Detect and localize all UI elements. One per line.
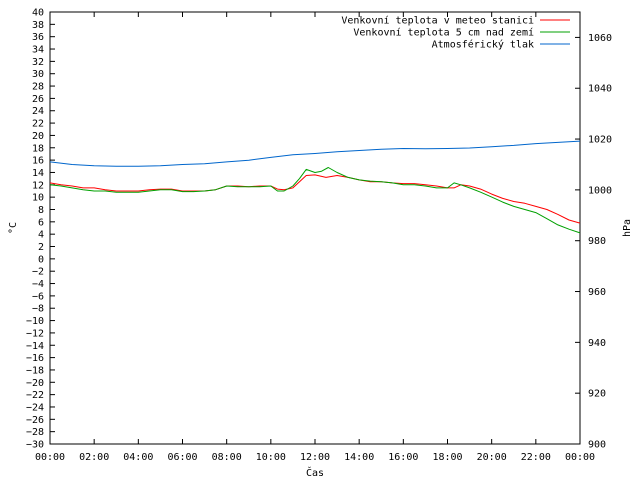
series-line-1: [49, 174, 581, 224]
y-tick-label: 26: [32, 94, 44, 105]
y-tick-label: 14: [32, 168, 44, 179]
y2-tick-label: 900: [588, 440, 606, 451]
y-tick-label: −6: [32, 291, 44, 302]
y-tick-label: −24: [26, 402, 44, 413]
x-tick-label: 16:00: [388, 452, 418, 463]
y-axis-title: °C: [8, 222, 19, 234]
x-tick-label: 14:00: [344, 452, 374, 463]
x-tick-label: 04:00: [123, 452, 153, 463]
y2-tick-label: 1060: [588, 33, 612, 44]
y-tick-label: −18: [26, 365, 44, 376]
legend-label: Venkovní teplota v meteo stanici: [341, 15, 534, 27]
x-tick-label: 08:00: [212, 452, 242, 463]
x-tick-label: 18:00: [432, 452, 462, 463]
y-tick-label: −4: [32, 279, 44, 290]
y-tick-label: −12: [26, 328, 44, 339]
y2-tick-label: 1040: [588, 84, 612, 95]
y-tick-label: 20: [32, 131, 44, 142]
x-tick-label: 00:00: [565, 452, 595, 463]
series-lines: [49, 140, 581, 234]
y-tick-label: 34: [32, 45, 44, 56]
y-tick-label: 8: [38, 205, 44, 216]
x-tick-label: 20:00: [477, 452, 507, 463]
y-tick-label: 38: [32, 20, 44, 31]
y-tick-label: 10: [32, 193, 44, 204]
y-tick-label: 36: [32, 32, 44, 43]
legend: Venkovní teplota v meteo staniciVenkovní…: [341, 15, 570, 51]
y-tick-label: 30: [32, 69, 44, 80]
y2-tick-label: 980: [588, 236, 606, 247]
y2-tick-label: 1000: [588, 185, 612, 196]
y-tick-label: 4: [38, 230, 44, 241]
y-tick-label: 12: [32, 180, 44, 191]
y-tick-label: −10: [26, 316, 44, 327]
y-tick-label: 40: [32, 8, 44, 19]
y-tick-label: 2: [38, 242, 44, 253]
legend-label: Atmosférický tlak: [432, 39, 534, 51]
y-tick-label: 28: [32, 82, 44, 93]
x-tick-label: 12:00: [300, 452, 330, 463]
y-tick-label: 0: [38, 254, 44, 265]
y-tick-label: −30: [26, 440, 44, 451]
y2-tick-label: 960: [588, 287, 606, 298]
series-line-3: [49, 140, 581, 167]
series-line-2: [49, 167, 581, 234]
y-tick-label: −20: [26, 378, 44, 389]
y2-tick-label: 1020: [588, 135, 612, 146]
x-tick-label: 00:00: [35, 452, 65, 463]
legend-label: Venkovní teplota 5 cm nad zemí: [353, 27, 534, 39]
y-tick-label: 18: [32, 143, 44, 154]
x-axis-title: Čas: [306, 466, 324, 479]
y-tick-label: 24: [32, 106, 44, 117]
y-tick-label: −22: [26, 390, 44, 401]
left-axis-ticks: −30−28−26−24−22−20−18−16−14−12−10−8−6−4−…: [26, 8, 55, 451]
y-tick-label: −8: [32, 304, 44, 315]
x-axis-ticks: 00:00 02:00 04:00 06:00 08:00 10:00 12:00 14:00…: [35, 12, 595, 463]
y2-axis-title: hPa: [622, 219, 633, 237]
y-tick-label: −2: [32, 267, 44, 278]
y-tick-label: −28: [26, 427, 44, 438]
x-tick-label: 10:00: [256, 452, 286, 463]
x-tick-label: 22:00: [521, 452, 551, 463]
x-tick-label: 06:00: [167, 452, 197, 463]
right-axis-ticks: 900 920 940 960 980 1000 1020 1040 1060: [575, 33, 612, 451]
y-tick-label: −26: [26, 415, 44, 426]
plot-frame: [49, 11, 581, 445]
y2-tick-label: 940: [588, 338, 606, 349]
y-tick-label: 6: [38, 217, 44, 228]
y-tick-label: 22: [32, 119, 44, 130]
y-tick-label: 16: [32, 156, 44, 167]
y2-tick-label: 920: [588, 389, 606, 400]
x-tick-label: 02:00: [79, 452, 109, 463]
y-tick-label: 32: [32, 57, 44, 68]
y-tick-label: −14: [26, 341, 44, 352]
y-tick-label: −16: [26, 353, 44, 364]
